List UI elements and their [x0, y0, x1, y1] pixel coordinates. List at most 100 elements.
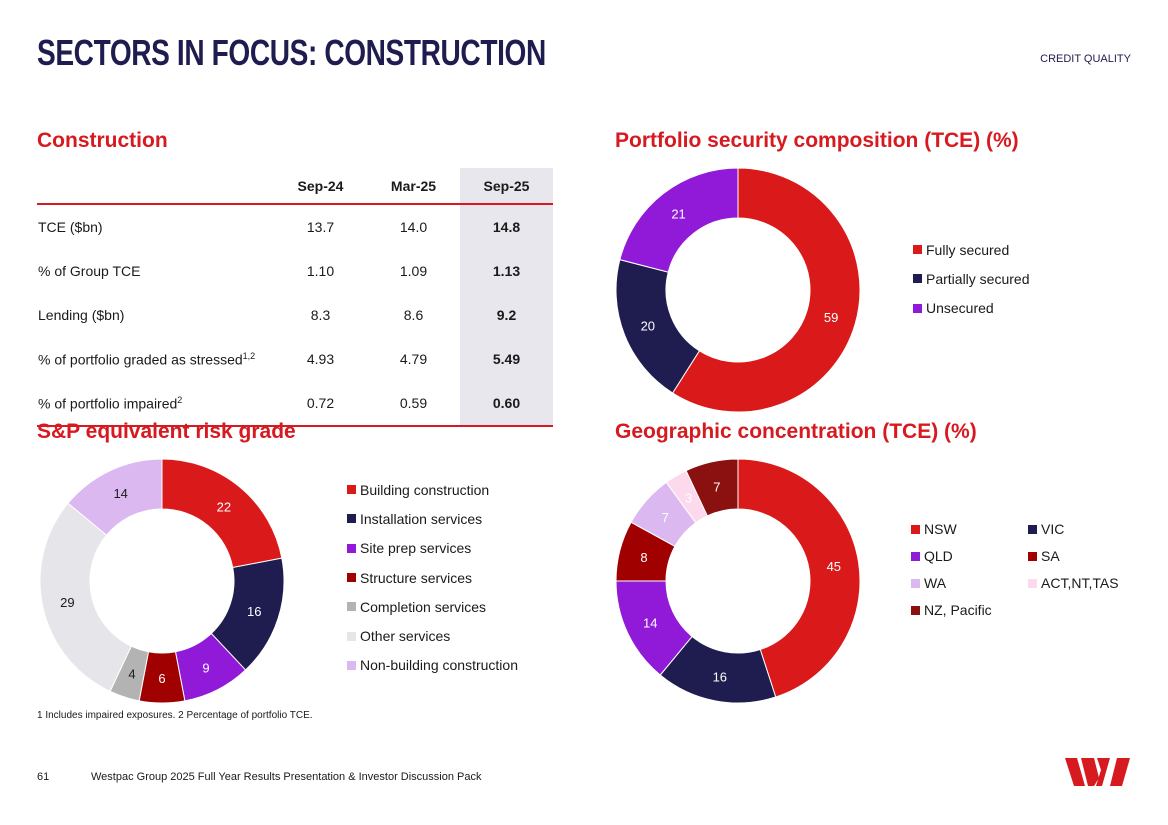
table-row: Lending ($bn) 8.3 8.6 9.2: [37, 293, 553, 337]
legend-item-fully-secured: Fully secured: [913, 235, 1030, 264]
risk-grade-chart-title: S&P equivalent risk grade: [37, 420, 296, 443]
legend-label: Partially secured: [926, 270, 1030, 287]
column-header-highlight: Sep-25: [460, 168, 553, 205]
slice-label-other-services: 29: [60, 595, 74, 610]
slice-label-completion-services: 4: [128, 666, 135, 681]
legend-swatch: [1028, 578, 1037, 588]
legend-label: Completion services: [360, 598, 487, 615]
cell-value: 1.13: [460, 249, 553, 293]
row-label-text: % of portfolio impaired: [38, 395, 178, 412]
legend-label: Unsecured: [926, 300, 994, 317]
legend-swatch: [347, 660, 356, 670]
slice-label-act-nt-tas: 3: [685, 491, 692, 506]
legend-swatch: [911, 578, 920, 588]
slice-label-unsecured: 21: [671, 206, 685, 221]
legend-label: Structure services: [360, 569, 473, 586]
table-header-blank: [37, 168, 274, 205]
cell-value: 1.09: [399, 263, 428, 279]
legend-swatch: [347, 543, 356, 553]
row-label-text: % of portfolio graded as stressed: [38, 351, 243, 368]
legend-item-structure-services: Structure services: [347, 563, 518, 592]
slice-label-installation-services: 16: [247, 604, 261, 619]
page-number: 61: [37, 771, 50, 783]
legend-swatch: [911, 551, 920, 561]
legend-item-sa: SA: [1028, 547, 1138, 565]
legend-swatch: [347, 485, 356, 495]
slice-label-fully-secured: 59: [824, 310, 838, 325]
legend-swatch: [911, 524, 920, 534]
slice-label-building-construction: 22: [217, 499, 231, 514]
legend-label: VIC: [1041, 521, 1065, 537]
row-label: % of portfolio impaired2: [37, 381, 274, 427]
slice-label-partially-secured: 20: [641, 319, 655, 334]
legend-swatch: [347, 514, 356, 524]
cell-value: 0.72: [274, 381, 367, 427]
legend-item-other-services: Other services: [347, 621, 518, 650]
legend-item-completion-services: Completion services: [347, 592, 518, 621]
footnote: 1 Includes impaired exposures. 2 Percent…: [37, 710, 313, 721]
legend-item-non-building-construction: Non-building construction: [347, 651, 518, 680]
legend-label: NZ, Pacific: [924, 602, 992, 618]
legend-item-wa: WA: [911, 574, 1028, 592]
section-label: CREDIT QUALITY: [1040, 53, 1131, 65]
table-header-row: Sep-24 Mar-25 Sep-25: [37, 168, 553, 205]
legend-swatch: [347, 573, 356, 583]
slice-non-building-construction: [67, 458, 163, 536]
slice-label-qld: 14: [643, 615, 657, 630]
slice-nz-pacific: [685, 458, 739, 517]
legend-item-unsecured: Unsecured: [913, 294, 1030, 323]
construction-table: Sep-24 Mar-25 Sep-25 TCE ($bn) 13.7 14.0 14…: [37, 168, 553, 427]
risk-grade-donut-chart: 22 16 9 6 4 29 14: [39, 458, 285, 704]
legend-item-nsw: NSW: [911, 520, 1028, 538]
page-title: SECTORS IN FOCUS: CONSTRUCTION: [37, 32, 546, 73]
legend-swatch: [347, 602, 356, 612]
cell-value: 9.2: [460, 293, 553, 337]
legend-swatch: [913, 245, 922, 255]
slice-label-site-prep-services: 9: [202, 660, 209, 675]
slice-label-nsw: 45: [827, 559, 841, 574]
legend-label: Site prep services: [360, 540, 472, 557]
row-label: TCE ($bn): [37, 204, 274, 249]
slice-label-wa: 7: [662, 510, 669, 525]
table-row: % of Group TCE 1.10 1.09 1.13: [37, 249, 553, 293]
legend-swatch: [1028, 524, 1037, 534]
cell-value: 0.59: [367, 381, 460, 427]
legend-swatch: [913, 303, 922, 313]
slice-label-non-building-construction: 14: [113, 486, 127, 501]
table-row: % of portfolio graded as stressed1,2 4.93…: [37, 337, 553, 381]
table-row: % of portfolio impaired2 0.72 0.59 0.60: [37, 381, 553, 427]
geographic-chart-title: Geographic concentration (TCE) (%): [615, 420, 977, 443]
cell-value: 8.3: [310, 307, 331, 323]
footnote-marker: 1,2: [242, 350, 256, 361]
slice-nsw: [737, 458, 861, 698]
legend-swatch: [913, 274, 922, 284]
legend-item-site-prep-services: Site prep services: [347, 534, 518, 563]
legend-label: ACT,NT,TAS: [1041, 575, 1119, 591]
construction-heading: Construction: [37, 129, 168, 152]
legend-item-vic: VIC: [1028, 520, 1138, 538]
cell-value: 1.10: [306, 263, 335, 279]
slice-other-services: [39, 502, 133, 693]
column-header: Sep-24: [274, 168, 367, 205]
row-label: % of Group TCE: [37, 249, 274, 293]
legend-swatch: [1028, 551, 1037, 561]
slice-label-structure-services: 6: [158, 671, 165, 686]
security-legend: Fully secured Partially secured Unsecured: [913, 235, 1030, 323]
legend-item-partially-secured: Partially secured: [913, 264, 1030, 293]
cell-value: 14.0: [399, 219, 428, 235]
legend-swatch: [347, 631, 356, 641]
row-label-text: Lending ($bn): [38, 307, 125, 323]
cell-value: 14.8: [460, 204, 553, 249]
row-label-text: % of Group TCE: [38, 263, 141, 279]
column-header: Mar-25: [367, 168, 460, 205]
footnote-marker: 2: [177, 394, 183, 405]
legend-label: Fully secured: [926, 241, 1010, 258]
westpac-logo-icon: [1065, 758, 1130, 786]
row-label: % of portfolio graded as stressed1,2: [37, 337, 274, 381]
legend-item-installation-services: Installation services: [347, 504, 518, 533]
legend-label: NSW: [924, 521, 957, 537]
cell-value: 0.60: [460, 381, 553, 427]
legend-item-qld: QLD: [911, 547, 1028, 565]
slice-fully-secured: [671, 167, 861, 413]
security-chart-title: Portfolio security composition (TCE) (%): [615, 129, 1019, 152]
